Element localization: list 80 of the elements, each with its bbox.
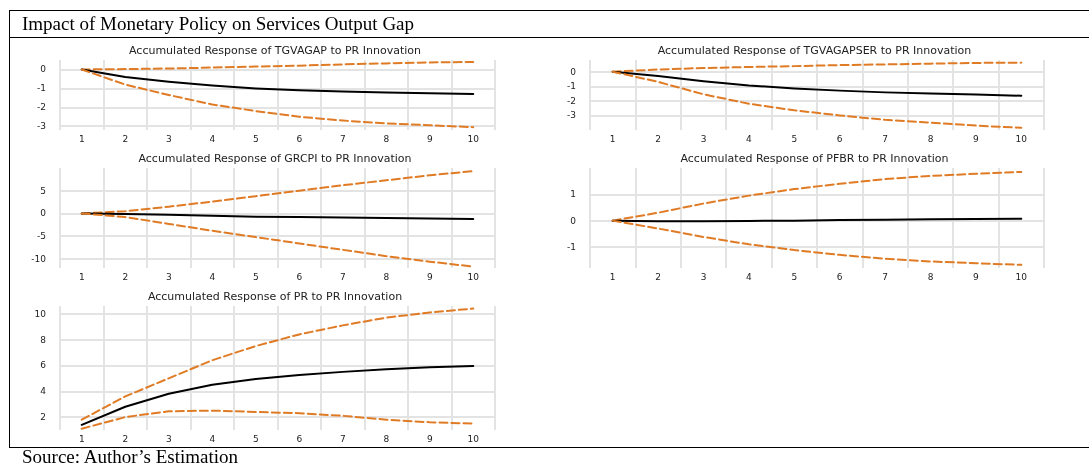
- x-tick-label: 9: [426, 133, 433, 144]
- y-tick-label: -2: [37, 102, 46, 113]
- x-tick-label: 5: [252, 433, 259, 444]
- y-tick-label: -1: [567, 81, 576, 92]
- x-tick-label: 1: [78, 271, 85, 282]
- y-tick-label: -3: [37, 121, 46, 132]
- y-tick-label: 0: [40, 64, 47, 75]
- chart-title: Accumulated Response of TGVAGAPSER to PR Innovation: [657, 44, 972, 57]
- x-tick-label: 2: [122, 271, 129, 282]
- x-tick-label: 8: [927, 271, 934, 282]
- x-tick-label: 3: [165, 271, 172, 282]
- y-tick-label: -1: [37, 83, 46, 94]
- x-tick-label: 5: [252, 271, 259, 282]
- x-tick-label: 8: [383, 433, 390, 444]
- x-tick-label: 2: [122, 433, 129, 444]
- y-tick-label: -3: [567, 110, 576, 121]
- x-tick-label: 2: [655, 133, 661, 144]
- x-tick-label: 9: [426, 433, 433, 444]
- y-tick-label: 2: [40, 412, 46, 423]
- x-tick-label: 3: [165, 433, 172, 444]
- source-note: Source: Author’s Estimation: [21, 446, 239, 467]
- line-series: [80, 365, 475, 426]
- x-tick-label: 7: [882, 133, 888, 144]
- x-tick-label: 6: [296, 433, 303, 444]
- x-tick-label: 7: [339, 133, 346, 144]
- text: Impact of Monetary Policy on Services Output Gap: [10, 10, 1089, 38]
- y-tick-label: 5: [40, 185, 46, 196]
- y-tick-label: -5: [37, 231, 46, 242]
- x-tick-label: 3: [700, 271, 707, 282]
- x-tick-label: 3: [700, 133, 707, 144]
- x-tick-label: 6: [836, 133, 843, 144]
- x-tick-label: 5: [791, 133, 798, 144]
- line-series: [80, 409, 475, 430]
- y-tick-label: -2: [567, 95, 576, 106]
- x-tick-label: 9: [426, 271, 433, 282]
- x-tick-label: 8: [383, 133, 390, 144]
- x-tick-label: 4: [209, 433, 216, 444]
- x-tick-label: 10: [1015, 271, 1028, 282]
- chart-title: Accumulated Response of PFBR to PR Innovation: [680, 152, 949, 165]
- x-tick-label: 2: [655, 271, 661, 282]
- x-tick-label: 10: [467, 433, 480, 444]
- x-tick-label: 8: [383, 271, 390, 282]
- x-tick-label: 9: [973, 133, 980, 144]
- y-tick-label: 0: [40, 208, 47, 219]
- y-tick-label: -10: [31, 253, 47, 264]
- x-tick-label: 6: [836, 271, 843, 282]
- x-tick-label: 10: [1015, 133, 1028, 144]
- x-tick-label: 1: [609, 271, 616, 282]
- x-tick-label: 1: [78, 133, 85, 144]
- x-tick-label: 4: [209, 133, 216, 144]
- y-tick-label: -1: [567, 241, 576, 252]
- x-tick-label: 4: [209, 271, 216, 282]
- x-tick-label: 10: [467, 133, 480, 144]
- x-tick-label: 6: [296, 133, 303, 144]
- x-tick-label: 10: [467, 271, 480, 282]
- chart-title: Accumulated Response of GRCPI to PR Innovation: [138, 152, 412, 165]
- x-tick-label: 7: [339, 433, 346, 444]
- chart-title: Accumulated Response of PR to PR Innovation: [147, 290, 403, 303]
- y-tick-label: 0: [570, 66, 577, 77]
- x-tick-label: 2: [122, 133, 129, 144]
- y-tick-label: 10: [34, 308, 47, 319]
- x-tick-label: 4: [746, 133, 753, 144]
- y-tick-label: 1: [570, 189, 576, 200]
- x-tick-label: 8: [927, 133, 934, 144]
- line-series: [80, 307, 475, 421]
- x-tick-label: 7: [882, 271, 888, 282]
- x-tick-label: 6: [296, 271, 303, 282]
- x-tick-label: 1: [78, 433, 85, 444]
- x-tick-label: 9: [973, 271, 980, 282]
- x-tick-label: 1: [609, 133, 616, 144]
- y-tick-label: 6: [40, 360, 47, 371]
- y-tick-label: 4: [40, 386, 47, 397]
- x-tick-label: 7: [339, 271, 346, 282]
- y-tick-label: 0: [570, 215, 577, 226]
- x-tick-label: 5: [791, 271, 798, 282]
- y-tick-label: 8: [40, 334, 47, 345]
- x-tick-label: 4: [746, 271, 753, 282]
- x-tick-label: 3: [165, 133, 172, 144]
- x-tick-label: 5: [252, 133, 259, 144]
- chart-title: Accumulated Response of TGVAGAP to PR Innovation: [129, 44, 422, 57]
